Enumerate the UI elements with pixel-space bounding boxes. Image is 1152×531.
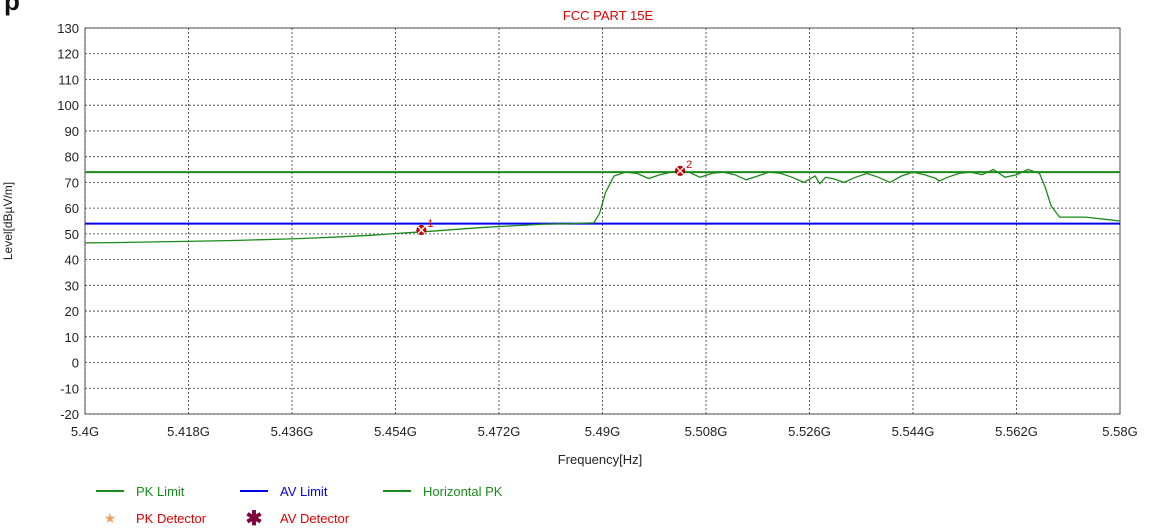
legend-swatch-star: ★: [104, 510, 117, 526]
chart-title: FCC PART 15E: [563, 8, 654, 23]
legend-label: AV Detector: [280, 511, 350, 526]
legend-label: AV Limit: [280, 484, 328, 499]
y-tick-label: 30: [65, 278, 79, 293]
y-axis-label: Level[dBµV/m]: [1, 182, 15, 260]
x-tick-label: 5.454G: [374, 424, 417, 439]
marker-cross: [417, 226, 426, 234]
legend-label: PK Limit: [136, 484, 185, 499]
y-tick-label: 80: [65, 150, 79, 165]
x-tick-label: 5.436G: [271, 424, 314, 439]
x-tick-label: 5.562G: [995, 424, 1038, 439]
marker-label: 1: [427, 218, 433, 230]
legend-swatch-asterisk: ✱: [246, 508, 263, 530]
legend-label: PK Detector: [136, 511, 207, 526]
y-tick-label: -20: [60, 407, 79, 422]
y-tick-label: 100: [57, 98, 79, 113]
x-tick-label: 5.4G: [71, 424, 99, 439]
grid: [84, 27, 1121, 415]
y-tick-label: 120: [57, 47, 79, 62]
y-tick-label: 0: [72, 356, 79, 371]
x-tick-label: 5.58G: [1102, 424, 1137, 439]
y-tick-label: 110: [58, 72, 79, 87]
x-tick-label: 5.544G: [892, 424, 935, 439]
series-group: [84, 168, 1121, 244]
y-tick-label: 130: [57, 21, 79, 36]
marker-cross: [676, 166, 685, 175]
series-line-horizontal-pk: [84, 168, 1121, 244]
y-tick-label: 10: [65, 330, 79, 345]
y-tick-label: 60: [65, 201, 79, 216]
marker-group: 12: [416, 159, 692, 236]
x-axis-label: Frequency[Hz]: [558, 452, 643, 467]
x-tick-label: 5.472G: [478, 424, 521, 439]
y-tick-label: 90: [65, 124, 79, 139]
x-tick-label: 5.418G: [167, 424, 210, 439]
y-tick-label: -10: [60, 381, 79, 396]
x-tick-labels: 5.4G 5.418G 5.436G 5.454G 5.472G 5.49G 5.508G 5…: [71, 424, 1138, 439]
y-tick-label: 20: [65, 304, 79, 319]
y-tick-label: 70: [65, 175, 79, 190]
legend-label: Horizontal PK: [423, 484, 503, 499]
x-tick-label: 5.49G: [585, 424, 620, 439]
y-tick-label: 50: [65, 227, 79, 242]
marker-label: 2: [686, 159, 692, 171]
x-tick-label: 5.508G: [685, 424, 728, 439]
y-tick-label: 40: [65, 253, 79, 268]
page-header-fragment: p: [4, 0, 20, 16]
x-tick-label: 5.526G: [788, 424, 831, 439]
legend: PK Limit AV Limit Horizontal PK ★ PK Detecto…: [96, 484, 503, 530]
